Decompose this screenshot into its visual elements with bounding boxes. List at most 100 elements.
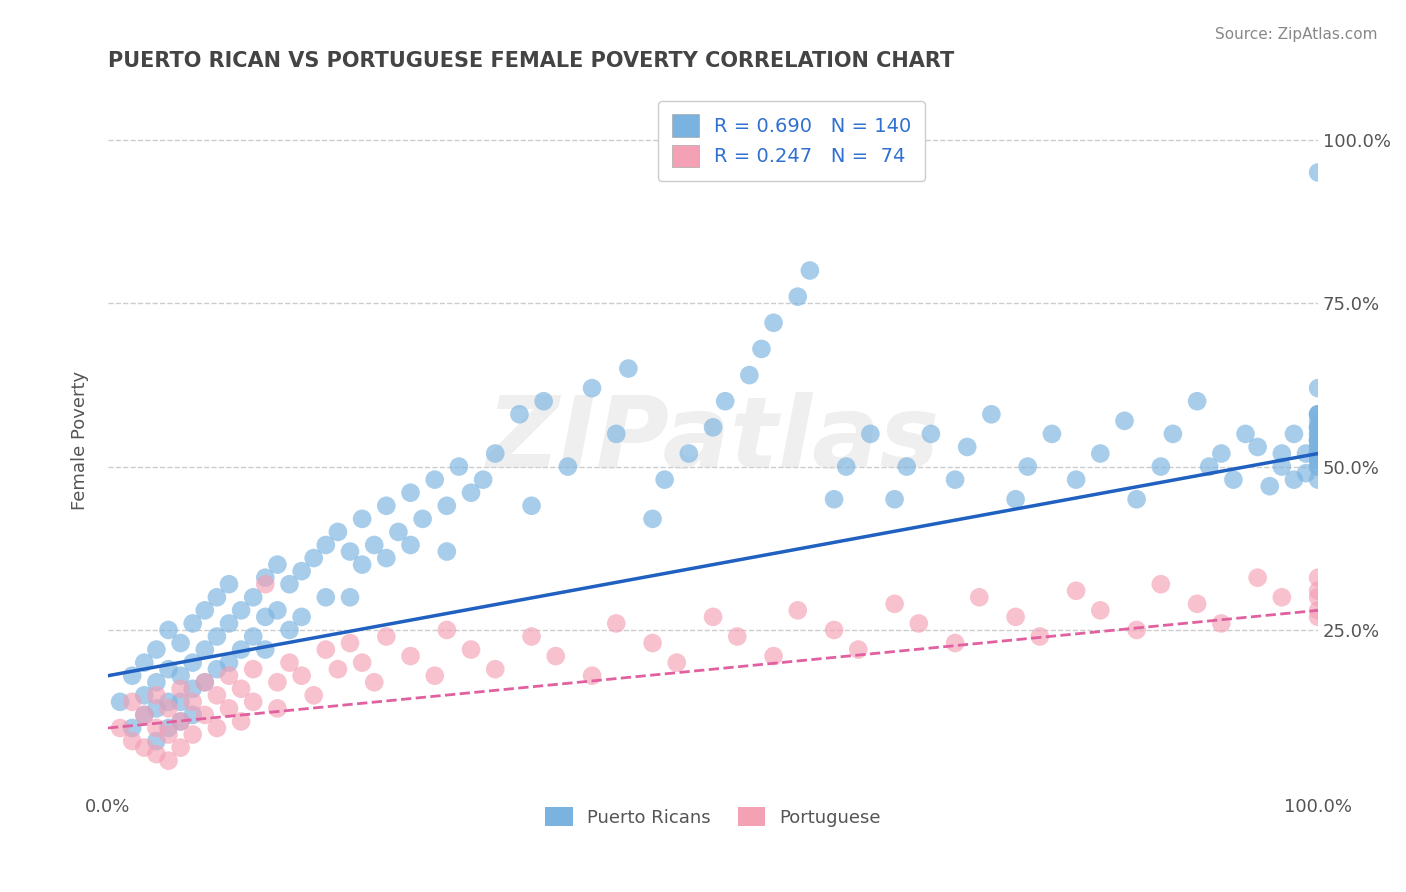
- Point: [181, 695, 204, 709]
- Point: [181, 616, 204, 631]
- Point: [1125, 623, 1147, 637]
- Point: [1308, 591, 1330, 605]
- Point: [1185, 394, 1208, 409]
- Point: [1029, 630, 1052, 644]
- Point: [1308, 453, 1330, 467]
- Point: [617, 361, 640, 376]
- Point: [1308, 381, 1330, 395]
- Point: [326, 662, 349, 676]
- Point: [157, 623, 180, 637]
- Point: [520, 630, 543, 644]
- Point: [533, 394, 555, 409]
- Point: [339, 636, 361, 650]
- Point: [846, 642, 869, 657]
- Point: [1308, 407, 1330, 421]
- Point: [508, 407, 530, 421]
- Point: [278, 623, 301, 637]
- Point: [738, 368, 761, 382]
- Point: [205, 689, 228, 703]
- Point: [218, 577, 240, 591]
- Point: [181, 707, 204, 722]
- Point: [145, 642, 167, 657]
- Point: [1308, 473, 1330, 487]
- Point: [544, 649, 567, 664]
- Point: [1150, 459, 1173, 474]
- Point: [835, 459, 858, 474]
- Point: [1161, 426, 1184, 441]
- Point: [242, 591, 264, 605]
- Point: [1308, 426, 1330, 441]
- Point: [484, 446, 506, 460]
- Point: [254, 642, 277, 657]
- Point: [859, 426, 882, 441]
- Point: [229, 681, 252, 696]
- Point: [1308, 426, 1330, 441]
- Point: [1308, 453, 1330, 467]
- Point: [242, 695, 264, 709]
- Point: [1308, 434, 1330, 448]
- Point: [1185, 597, 1208, 611]
- Point: [472, 473, 495, 487]
- Point: [1308, 434, 1330, 448]
- Point: [762, 649, 785, 664]
- Point: [145, 747, 167, 761]
- Point: [702, 610, 724, 624]
- Point: [1308, 407, 1330, 421]
- Text: PUERTO RICAN VS PORTUGUESE FEMALE POVERTY CORRELATION CHART: PUERTO RICAN VS PORTUGUESE FEMALE POVERT…: [108, 51, 955, 70]
- Point: [557, 459, 579, 474]
- Point: [1017, 459, 1039, 474]
- Point: [352, 656, 374, 670]
- Point: [229, 714, 252, 729]
- Point: [169, 740, 191, 755]
- Point: [157, 727, 180, 741]
- Point: [121, 721, 143, 735]
- Point: [980, 407, 1002, 421]
- Point: [654, 473, 676, 487]
- Point: [1258, 479, 1281, 493]
- Point: [1308, 446, 1330, 460]
- Point: [1308, 583, 1330, 598]
- Point: [266, 558, 288, 572]
- Point: [920, 426, 942, 441]
- Point: [339, 544, 361, 558]
- Legend: Puerto Ricans, Portuguese: Puerto Ricans, Portuguese: [538, 800, 889, 834]
- Point: [157, 721, 180, 735]
- Point: [205, 721, 228, 735]
- Point: [1064, 583, 1087, 598]
- Point: [1308, 420, 1330, 434]
- Point: [1308, 459, 1330, 474]
- Point: [121, 669, 143, 683]
- Point: [883, 597, 905, 611]
- Point: [1308, 434, 1330, 448]
- Point: [157, 701, 180, 715]
- Point: [943, 473, 966, 487]
- Point: [883, 492, 905, 507]
- Point: [145, 701, 167, 715]
- Point: [423, 473, 446, 487]
- Point: [363, 538, 385, 552]
- Point: [1246, 440, 1268, 454]
- Point: [134, 656, 156, 670]
- Point: [665, 656, 688, 670]
- Point: [194, 603, 217, 617]
- Point: [194, 675, 217, 690]
- Point: [134, 707, 156, 722]
- Point: [218, 669, 240, 683]
- Point: [1295, 466, 1317, 480]
- Point: [134, 707, 156, 722]
- Point: [1246, 571, 1268, 585]
- Point: [786, 290, 808, 304]
- Point: [1198, 459, 1220, 474]
- Point: [1222, 473, 1244, 487]
- Point: [1308, 440, 1330, 454]
- Point: [1308, 446, 1330, 460]
- Point: [423, 669, 446, 683]
- Point: [352, 512, 374, 526]
- Point: [969, 591, 991, 605]
- Point: [1090, 446, 1112, 460]
- Point: [1308, 446, 1330, 460]
- Point: [218, 701, 240, 715]
- Point: [799, 263, 821, 277]
- Point: [352, 558, 374, 572]
- Point: [1211, 446, 1233, 460]
